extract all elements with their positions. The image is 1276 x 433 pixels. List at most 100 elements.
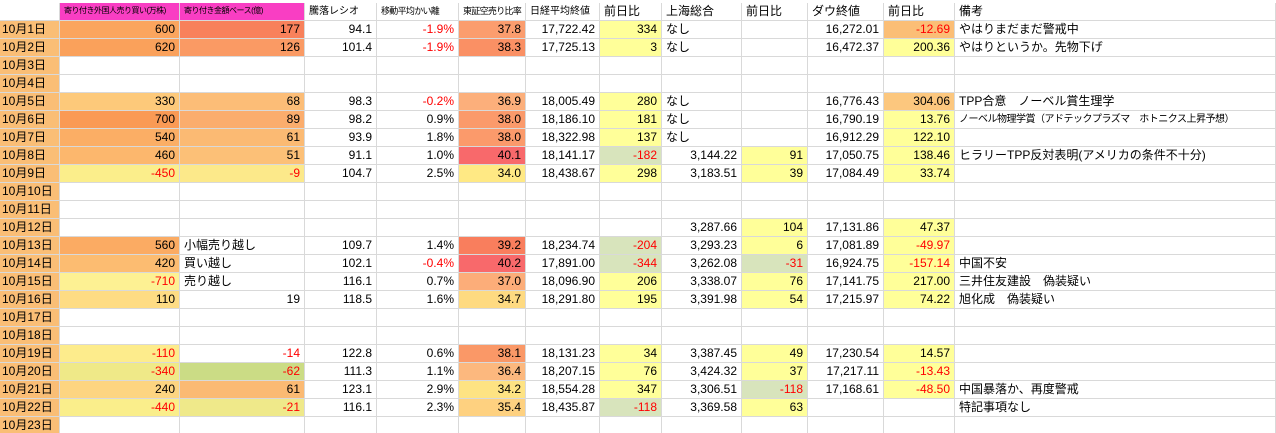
cell[interactable]: 16,912.29 (808, 129, 884, 147)
cell[interactable]: 200.36 (884, 39, 955, 57)
cell[interactable]: 売り越し (180, 273, 305, 291)
cell[interactable]: 0.6% (377, 345, 459, 363)
date-cell[interactable]: 10月14日 (0, 255, 60, 273)
cell[interactable]: -182 (600, 147, 662, 165)
cell[interactable] (742, 417, 808, 433)
cell[interactable]: なし (662, 93, 742, 111)
cell[interactable] (526, 309, 600, 327)
cell[interactable]: 34.0 (459, 165, 526, 183)
cell[interactable]: 40.1 (459, 147, 526, 165)
cell[interactable]: 137 (600, 129, 662, 147)
cell[interactable] (955, 345, 1276, 363)
cell[interactable]: 123.1 (305, 381, 377, 399)
cell[interactable]: -49.97 (884, 237, 955, 255)
cell[interactable] (742, 201, 808, 219)
cell[interactable]: 38.3 (459, 39, 526, 57)
cell[interactable]: -440 (60, 399, 180, 417)
cell[interactable] (459, 201, 526, 219)
column-header[interactable]: 備考 (955, 3, 1276, 21)
cell[interactable] (884, 57, 955, 75)
cell[interactable]: 36.9 (459, 93, 526, 111)
date-cell[interactable]: 10月13日 (0, 237, 60, 255)
cell[interactable] (305, 201, 377, 219)
date-column-header[interactable] (0, 3, 60, 21)
cell[interactable] (955, 57, 1276, 75)
cell[interactable] (884, 399, 955, 417)
cell[interactable]: 18,438.67 (526, 165, 600, 183)
cell[interactable]: 33.74 (884, 165, 955, 183)
column-header[interactable]: 移動平均かい離 (377, 3, 459, 21)
cell[interactable]: 特記事項なし (955, 399, 1276, 417)
column-header[interactable]: 東証空売り比率 (459, 3, 526, 21)
cell[interactable]: 700 (60, 111, 180, 129)
cell[interactable]: 18,131.23 (526, 345, 600, 363)
cell[interactable] (884, 309, 955, 327)
cell[interactable]: 3,387.45 (662, 345, 742, 363)
cell[interactable] (180, 201, 305, 219)
cell[interactable] (305, 75, 377, 93)
cell[interactable]: 47.37 (884, 219, 955, 237)
cell[interactable]: 122.10 (884, 129, 955, 147)
cell[interactable]: 334 (600, 21, 662, 39)
cell[interactable]: -0.4% (377, 255, 459, 273)
cell[interactable]: 2.9% (377, 381, 459, 399)
cell[interactable]: 17,215.97 (808, 291, 884, 309)
cell[interactable] (662, 75, 742, 93)
cell[interactable] (526, 417, 600, 433)
cell[interactable]: -710 (60, 273, 180, 291)
cell[interactable] (305, 219, 377, 237)
cell[interactable] (459, 219, 526, 237)
cell[interactable]: 98.3 (305, 93, 377, 111)
cell[interactable]: 17,725.13 (526, 39, 600, 57)
cell[interactable] (60, 219, 180, 237)
cell[interactable]: 61 (180, 129, 305, 147)
cell[interactable] (377, 201, 459, 219)
cell[interactable]: 34.2 (459, 381, 526, 399)
cell[interactable]: -450 (60, 165, 180, 183)
cell[interactable]: 460 (60, 147, 180, 165)
cell[interactable] (742, 21, 808, 39)
cell[interactable] (60, 57, 180, 75)
cell[interactable]: 中国不安 (955, 255, 1276, 273)
cell[interactable]: 3,369.58 (662, 399, 742, 417)
cell[interactable]: 51 (180, 147, 305, 165)
cell[interactable]: 1.4% (377, 237, 459, 255)
cell[interactable]: 1.6% (377, 291, 459, 309)
date-cell[interactable]: 10月8日 (0, 147, 60, 165)
cell[interactable]: 420 (60, 255, 180, 273)
cell[interactable] (742, 93, 808, 111)
column-header[interactable]: 前日比 (884, 3, 955, 21)
cell[interactable] (742, 39, 808, 57)
cell[interactable]: 138.46 (884, 147, 955, 165)
cell[interactable]: -13.43 (884, 363, 955, 381)
cell[interactable]: 17,131.86 (808, 219, 884, 237)
column-header[interactable]: 寄り付き外国人売り買い(万株) (60, 3, 180, 21)
column-header[interactable]: ダウ終値 (808, 3, 884, 21)
cell[interactable]: 1.8% (377, 129, 459, 147)
cell[interactable]: 38.0 (459, 129, 526, 147)
cell[interactable]: 1.1% (377, 363, 459, 381)
cell[interactable]: 6 (742, 237, 808, 255)
cell[interactable] (377, 219, 459, 237)
cell[interactable]: 89 (180, 111, 305, 129)
cell[interactable] (742, 57, 808, 75)
cell[interactable]: 600 (60, 21, 180, 39)
date-cell[interactable]: 10月2日 (0, 39, 60, 57)
cell[interactable] (459, 309, 526, 327)
cell[interactable]: 177 (180, 21, 305, 39)
cell[interactable] (662, 57, 742, 75)
cell[interactable] (662, 201, 742, 219)
cell[interactable] (808, 201, 884, 219)
cell[interactable] (662, 327, 742, 345)
cell[interactable] (459, 57, 526, 75)
cell[interactable]: 3,144.22 (662, 147, 742, 165)
cell[interactable]: 0.7% (377, 273, 459, 291)
cell[interactable]: 2.3% (377, 399, 459, 417)
cell[interactable]: -118 (742, 381, 808, 399)
cell[interactable]: -31 (742, 255, 808, 273)
date-cell[interactable]: 10月12日 (0, 219, 60, 237)
cell[interactable]: TPP合意 ノーベル賞生理学 (955, 93, 1276, 111)
cell[interactable] (662, 309, 742, 327)
cell[interactable]: 240 (60, 381, 180, 399)
cell[interactable]: 116.1 (305, 273, 377, 291)
